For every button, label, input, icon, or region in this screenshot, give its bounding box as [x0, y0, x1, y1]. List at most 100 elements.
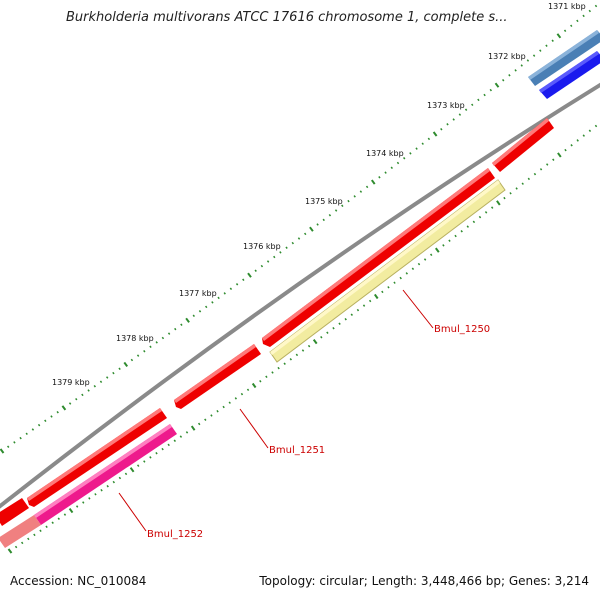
ruler-tick — [526, 59, 530, 62]
ruler-tick — [149, 456, 152, 459]
ruler-tick — [399, 276, 402, 280]
ruler-tick — [532, 54, 536, 57]
ruler-tick — [235, 283, 239, 286]
ruler-tick — [411, 267, 415, 271]
ruler-tick — [161, 336, 165, 340]
feature-magenta-highlight — [34, 424, 172, 518]
ruler-tick — [322, 218, 325, 222]
ruler-tick — [378, 176, 381, 179]
ruler-tick — [338, 322, 341, 325]
ruler-tick — [556, 33, 562, 39]
ruler-tick — [20, 541, 24, 545]
ruler-tick — [576, 19, 579, 23]
ruler-tick — [350, 313, 353, 316]
ruler-tick — [393, 281, 396, 284]
ruler-tick — [515, 187, 518, 190]
ruler-tick — [285, 246, 288, 249]
cds-feature-bmul-1250[interactable] — [262, 168, 495, 347]
ruler-tick — [365, 185, 369, 189]
feature-yellow-highlight — [270, 180, 500, 355]
ruler-tick — [82, 501, 85, 504]
ruler-tick — [326, 331, 329, 334]
gene-label-bmul-1250[interactable]: Bmul_1250 — [434, 324, 490, 335]
cds-feature-top[interactable] — [492, 118, 554, 172]
ruler-tick — [6, 445, 10, 448]
feature-magenta-bmul-1252[interactable] — [34, 424, 177, 525]
ruler-tick — [190, 425, 196, 431]
ruler-tick — [260, 264, 264, 268]
ruler-tick — [494, 82, 500, 88]
ruler-tick — [185, 431, 189, 434]
ruler-tick — [417, 262, 421, 266]
ruler-tick — [31, 428, 35, 431]
ruler-tick — [570, 144, 573, 147]
kbp-label-1379: 1379 kbp — [52, 378, 90, 387]
feature-steelblue-highlight — [528, 30, 599, 80]
ruler-tick — [471, 103, 474, 107]
ruler-tick — [143, 349, 146, 353]
ruler-tick — [223, 292, 226, 295]
ruler-tick — [45, 525, 48, 529]
ruler-tick — [240, 392, 244, 396]
ruler-tick — [130, 358, 134, 362]
ruler-tick — [421, 142, 424, 145]
ruler-tick — [347, 199, 350, 203]
ruler-tick — [19, 436, 22, 440]
ruler-tick — [432, 131, 438, 137]
ruler-tick — [582, 134, 586, 137]
ruler-tick — [211, 301, 214, 304]
ruler-tick — [353, 195, 356, 198]
ruler-tick — [295, 353, 299, 357]
ruler-tick — [205, 305, 208, 309]
ruler-tick — [403, 156, 406, 160]
ruler-tick — [396, 161, 400, 165]
ruler-tick — [442, 244, 445, 247]
ruler-tick — [210, 414, 213, 417]
ruler-tick — [508, 74, 511, 77]
ruler-tick — [33, 533, 36, 537]
ruler-tick — [277, 366, 280, 370]
feature-yellow-bmul-1250[interactable] — [269, 179, 506, 363]
ruler-tick — [37, 423, 41, 427]
ruler-tick — [217, 296, 220, 300]
kbp-label-1377: 1377 kbp — [179, 289, 217, 298]
ruler-tick — [234, 397, 238, 400]
ruler-tick — [279, 251, 282, 254]
ruler-tick — [496, 200, 501, 206]
ruler-tick — [489, 88, 492, 92]
ruler-tick — [273, 255, 276, 259]
ruler-tick — [14, 545, 18, 549]
leader-line-bmul-1250 — [402, 289, 434, 329]
ruler-tick — [229, 287, 233, 291]
ruler-tick — [180, 323, 183, 326]
ruler-tick — [466, 225, 469, 228]
ruler-tick — [472, 220, 476, 224]
map-title: Burkholderia multivorans ATCC 17616 chro… — [66, 10, 508, 25]
ruler-tick — [254, 269, 257, 272]
cds-feature-bmul-1251[interactable] — [174, 344, 261, 409]
ruler-tick — [197, 422, 201, 426]
ruler-tick — [430, 253, 433, 257]
ruler-tick — [61, 405, 67, 411]
ruler-tick — [266, 260, 270, 263]
ruler-tick — [509, 192, 512, 195]
gene-label-bmul-1252[interactable]: Bmul_1252 — [147, 529, 203, 540]
ruler-tick — [87, 389, 90, 392]
feature-salmon-left[interactable] — [0, 515, 41, 548]
ruler-tick — [192, 314, 195, 318]
ruler-tick — [68, 402, 72, 405]
ruler-tick — [118, 476, 122, 480]
ruler-tick — [334, 209, 338, 212]
cds-feature-bmul-1252[interactable] — [27, 408, 167, 507]
ruler-tick — [247, 272, 252, 278]
kbp-label-1376: 1376 kbp — [243, 242, 281, 251]
cds-feature-top-highlight — [492, 118, 549, 166]
outer-tick-ring — [0, 4, 598, 454]
ruler-tick — [204, 418, 207, 421]
ruler-tick — [427, 137, 431, 141]
kbp-label-1378: 1378 kbp — [116, 334, 154, 343]
cds-feature-left-edge[interactable] — [0, 498, 29, 526]
gene-label-bmul-1251[interactable]: Bmul_1251 — [269, 445, 325, 456]
ruler-tick — [7, 548, 13, 554]
ruler-tick — [390, 166, 393, 170]
